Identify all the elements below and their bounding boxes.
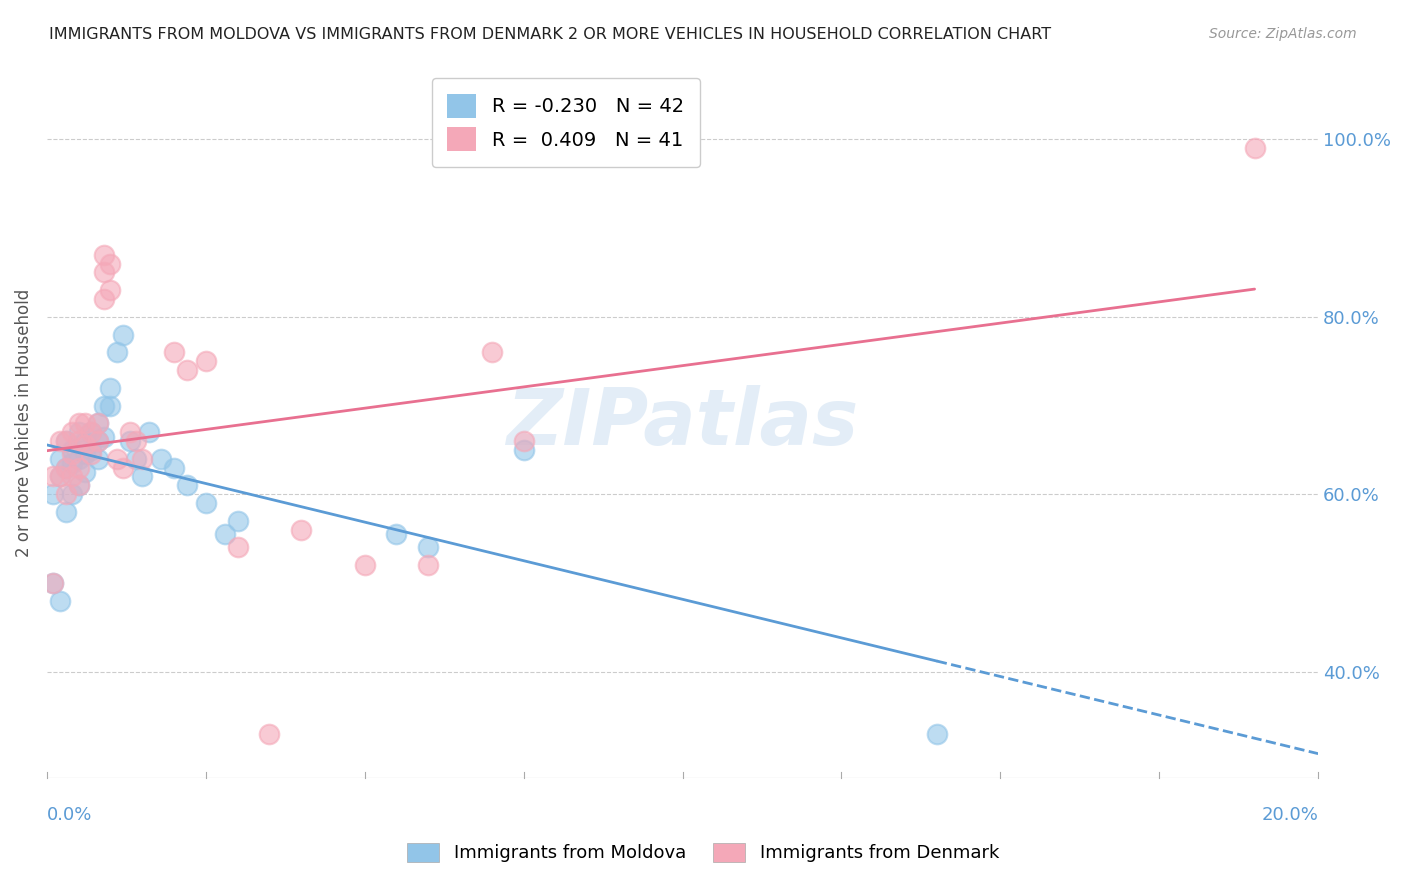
Point [290, 523, 312, 537]
Point [125, 451, 148, 466]
Point [194, 496, 217, 510]
Point [42, 469, 65, 483]
Point [67, 417, 90, 431]
Point [55, 505, 77, 519]
Point [67, 425, 90, 439]
Point [42, 575, 65, 590]
Point [1243, 141, 1265, 155]
Point [93, 429, 115, 443]
Point [512, 434, 534, 448]
Point [67, 460, 90, 475]
Point [55, 434, 77, 448]
Point [73, 417, 96, 431]
Point [100, 283, 122, 297]
Point [48, 593, 70, 607]
Point [73, 438, 96, 452]
Point [226, 541, 249, 555]
Point [138, 425, 160, 439]
Point [163, 460, 186, 475]
Point [214, 527, 236, 541]
Point [55, 460, 77, 475]
Point [73, 465, 96, 479]
Point [93, 292, 115, 306]
Point [100, 257, 122, 271]
Point [118, 425, 141, 439]
Point [42, 575, 65, 590]
Point [80, 442, 103, 457]
Point [925, 726, 948, 740]
Point [60, 456, 83, 470]
Point [55, 434, 77, 448]
Point [87, 417, 110, 431]
Point [112, 460, 135, 475]
Point [226, 514, 249, 528]
Point [60, 447, 83, 461]
Legend: R = -0.230   N = 42, R =  0.409   N = 41: R = -0.230 N = 42, R = 0.409 N = 41 [432, 78, 700, 167]
Point [105, 345, 128, 359]
Point [194, 354, 217, 368]
Point [118, 434, 141, 448]
Text: 20.0%: 20.0% [1261, 806, 1319, 824]
Point [150, 451, 173, 466]
Point [105, 451, 128, 466]
Text: IMMIGRANTS FROM MOLDOVA VS IMMIGRANTS FROM DENMARK 2 OR MORE VEHICLES IN HOUSEHO: IMMIGRANTS FROM MOLDOVA VS IMMIGRANTS FR… [49, 27, 1052, 42]
Point [100, 381, 122, 395]
Point [48, 451, 70, 466]
Point [418, 541, 440, 555]
Legend: Immigrants from Moldova, Immigrants from Denmark: Immigrants from Moldova, Immigrants from… [399, 836, 1007, 870]
Point [67, 478, 90, 492]
Point [42, 487, 65, 501]
Point [93, 248, 115, 262]
Point [125, 434, 148, 448]
Point [87, 434, 110, 448]
Text: ZIPatlas: ZIPatlas [506, 385, 859, 461]
Point [80, 425, 103, 439]
Point [93, 265, 115, 279]
Point [87, 417, 110, 431]
Point [131, 451, 153, 466]
Point [67, 478, 90, 492]
Point [67, 451, 90, 466]
Point [100, 399, 122, 413]
Point [131, 469, 153, 483]
Point [385, 527, 408, 541]
Point [60, 487, 83, 501]
Point [48, 434, 70, 448]
Point [60, 425, 83, 439]
Point [112, 327, 135, 342]
Point [67, 434, 90, 448]
Point [353, 558, 375, 573]
Text: Source: ZipAtlas.com: Source: ZipAtlas.com [1209, 27, 1357, 41]
Point [48, 469, 70, 483]
Point [73, 447, 96, 461]
Point [48, 469, 70, 483]
Point [481, 345, 503, 359]
Point [93, 399, 115, 413]
Point [512, 442, 534, 457]
Text: 0.0%: 0.0% [46, 806, 93, 824]
Point [55, 460, 77, 475]
Y-axis label: 2 or more Vehicles in Household: 2 or more Vehicles in Household [15, 289, 32, 558]
Point [163, 345, 186, 359]
Point [73, 434, 96, 448]
Point [60, 442, 83, 457]
Point [259, 726, 281, 740]
Point [55, 487, 77, 501]
Point [176, 363, 198, 377]
Point [176, 478, 198, 492]
Point [80, 425, 103, 439]
Point [80, 447, 103, 461]
Point [60, 469, 83, 483]
Point [87, 451, 110, 466]
Point [87, 434, 110, 448]
Point [418, 558, 440, 573]
